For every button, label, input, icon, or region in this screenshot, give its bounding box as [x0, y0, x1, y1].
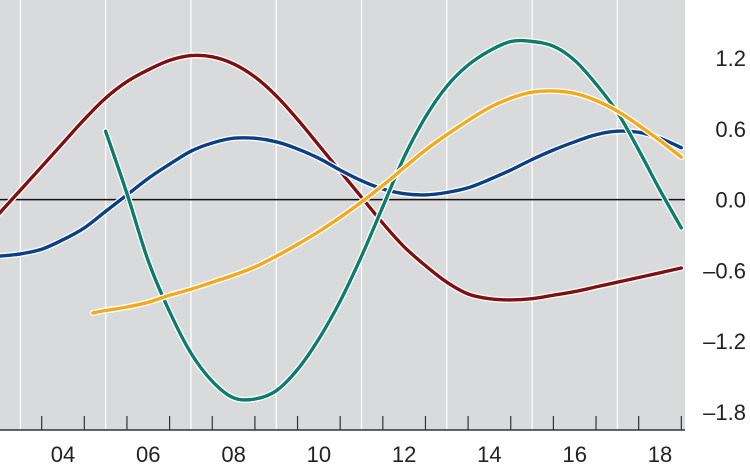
x-tick-label: 10 — [307, 442, 331, 467]
y-tick-label: –1.8 — [703, 400, 746, 425]
x-tick-label: 04 — [51, 442, 75, 467]
y-tick-label: 0.0 — [715, 188, 746, 213]
x-tick-label: 16 — [562, 442, 586, 467]
x-axis-tick-labels: 04 06 08 10 12 14 16 18 — [51, 442, 672, 467]
y-axis-tick-labels: 1.2 0.6 0.0 –0.6 –1.2 –1.8 — [703, 46, 746, 425]
x-tick-label: 08 — [221, 442, 245, 467]
x-tick-label: 18 — [648, 442, 672, 467]
x-tick-label: 12 — [392, 442, 416, 467]
series-lines — [0, 37, 685, 403]
series-line-2 — [0, 129, 683, 258]
y-tick-label: –1.2 — [703, 329, 746, 354]
y-tick-label: 0.6 — [715, 117, 746, 142]
y-tick-label: –0.6 — [703, 258, 746, 283]
series-line-3 — [103, 38, 683, 402]
y-tick-label: 1.2 — [715, 46, 746, 71]
series-line-4 — [91, 89, 683, 315]
x-tick-label: 14 — [477, 442, 501, 467]
x-axis-tick-marks — [41, 416, 682, 430]
x-tick-label: 06 — [136, 442, 160, 467]
